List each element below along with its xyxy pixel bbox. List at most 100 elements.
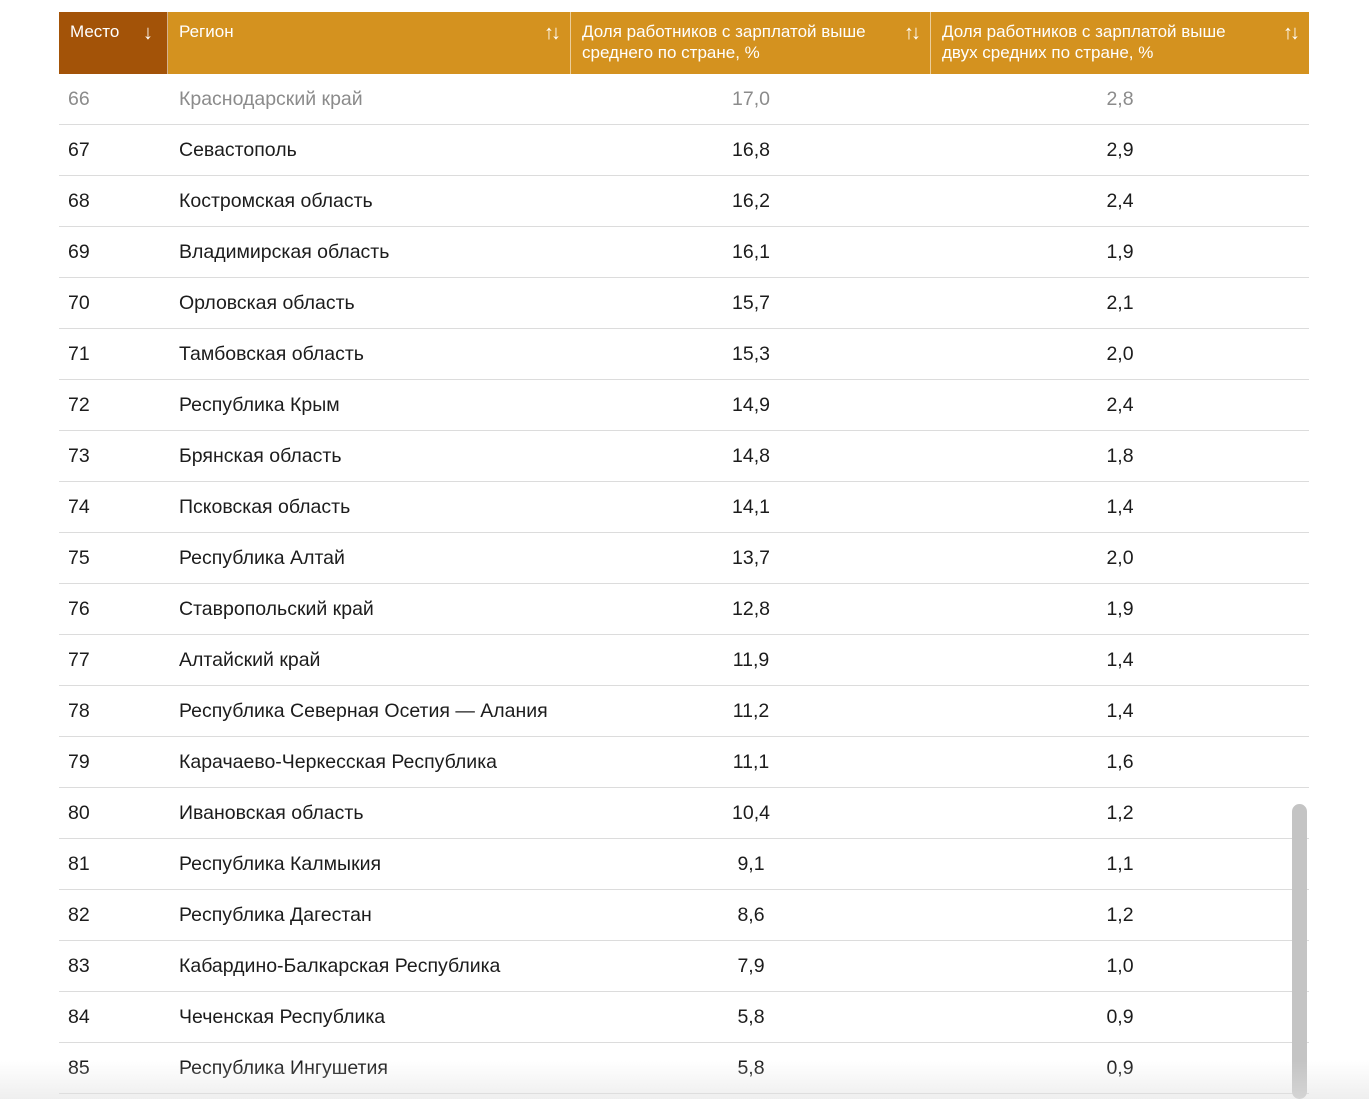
above-two-averages-cell: 1,4 — [1106, 496, 1134, 518]
column-header-above-average[interactable]: Доля работников с зарплатой выше среднег… — [571, 12, 931, 74]
above-two-averages-cell: 1,6 — [1106, 751, 1134, 773]
table-row: 79 Карачаево-Черкесская Республика 11,1 1,6 — [59, 737, 1309, 788]
column-header-label: Место — [70, 22, 120, 41]
sort-toggle-icon[interactable]: ↑↓ — [544, 22, 561, 44]
above-average-cell: 5,8 — [737, 1006, 765, 1028]
above-two-averages-cell: 1,8 — [1106, 445, 1134, 467]
rank-cell: 66 — [68, 88, 90, 110]
rank-cell: 80 — [68, 802, 90, 824]
vertical-scrollbar-thumb[interactable] — [1292, 804, 1307, 1099]
table-row: 71 Тамбовская область 15,3 2,0 — [59, 329, 1309, 380]
above-average-cell: 15,7 — [732, 292, 770, 314]
rank-cell: 74 — [68, 496, 90, 518]
region-cell: Республика Крым — [179, 394, 340, 416]
above-two-averages-cell: 2,8 — [1106, 88, 1134, 110]
table-row: 69 Владимирская область 16,1 1,9 — [59, 227, 1309, 278]
table-row: 67 Севастополь 16,8 2,9 — [59, 125, 1309, 176]
region-cell: Чеченская Республика — [179, 1006, 386, 1028]
table-row: 74 Псковская область 14,1 1,4 — [59, 482, 1309, 533]
above-average-cell: 12,8 — [732, 598, 770, 620]
table-row: 70 Орловская область 15,7 2,1 — [59, 278, 1309, 329]
ranking-table: Место ↓ Регион ↑↓ Доля работников с зарп… — [59, 12, 1309, 1094]
rank-cell: 70 — [68, 292, 90, 314]
above-two-averages-cell: 0,9 — [1106, 1057, 1134, 1079]
region-cell: Тамбовская область — [179, 343, 364, 365]
above-average-cell: 13,7 — [732, 547, 770, 569]
region-cell: Севастополь — [179, 139, 297, 161]
region-cell: Псковская область — [179, 496, 351, 518]
column-header-region[interactable]: Регион ↑↓ — [168, 12, 571, 74]
above-two-averages-cell: 2,0 — [1106, 343, 1134, 365]
region-cell: Орловская область — [179, 292, 355, 314]
table-row: 77 Алтайский край 11,9 1,4 — [59, 635, 1309, 686]
rank-cell: 85 — [68, 1057, 90, 1079]
region-cell: Краснодарский край — [179, 88, 363, 110]
table-row: 84 Чеченская Республика 5,8 0,9 — [59, 992, 1309, 1043]
rank-cell: 76 — [68, 598, 90, 620]
rank-cell: 79 — [68, 751, 90, 773]
above-average-cell: 14,9 — [732, 394, 770, 416]
table-row: 68 Костромская область 16,2 2,4 — [59, 176, 1309, 227]
rank-cell: 84 — [68, 1006, 90, 1028]
table-row: 75 Республика Алтай 13,7 2,0 — [59, 533, 1309, 584]
above-two-averages-cell: 1,2 — [1106, 802, 1134, 824]
column-header-rank[interactable]: Место ↓ — [59, 12, 168, 74]
rank-cell: 69 — [68, 241, 90, 263]
above-two-averages-cell: 2,4 — [1106, 394, 1134, 416]
above-average-cell: 11,2 — [732, 700, 770, 722]
rank-cell: 67 — [68, 139, 90, 161]
region-cell: Костромская область — [179, 190, 373, 212]
region-cell: Карачаево-Черкесская Республика — [179, 751, 497, 773]
above-average-cell: 17,0 — [732, 88, 770, 110]
region-cell: Республика Ингушетия — [179, 1057, 388, 1079]
rank-cell: 83 — [68, 955, 90, 977]
region-cell: Ивановская область — [179, 802, 364, 824]
sort-toggle-icon[interactable]: ↑↓ — [904, 22, 921, 44]
above-average-cell: 16,8 — [732, 139, 770, 161]
above-average-cell: 11,1 — [732, 751, 770, 773]
rank-cell: 72 — [68, 394, 90, 416]
above-two-averages-cell: 1,4 — [1106, 649, 1134, 671]
column-header-above-two-averages[interactable]: Доля работников с зарплатой выше двух ср… — [931, 12, 1309, 74]
rank-cell: 75 — [68, 547, 90, 569]
above-average-cell: 9,1 — [737, 853, 765, 875]
above-average-cell: 16,1 — [732, 241, 770, 263]
above-average-cell: 14,8 — [732, 445, 770, 467]
above-two-averages-cell: 2,4 — [1106, 190, 1134, 212]
region-cell: Владимирская область — [179, 241, 390, 263]
rank-cell: 78 — [68, 700, 90, 722]
rank-cell: 71 — [68, 343, 90, 365]
region-cell: Республика Северная Осетия — Алания — [179, 700, 548, 722]
above-average-cell: 14,1 — [732, 496, 770, 518]
above-average-cell: 16,2 — [732, 190, 770, 212]
above-two-averages-cell: 1,9 — [1106, 241, 1134, 263]
sort-toggle-icon[interactable]: ↑↓ — [1283, 22, 1300, 44]
sort-descending-icon[interactable]: ↓ — [143, 22, 153, 44]
region-cell: Ставропольский край — [179, 598, 374, 620]
above-two-averages-cell: 1,9 — [1106, 598, 1134, 620]
above-two-averages-cell: 2,1 — [1106, 292, 1134, 314]
rank-cell: 68 — [68, 190, 90, 212]
above-two-averages-cell: 1,2 — [1106, 904, 1134, 926]
above-two-averages-cell: 1,1 — [1106, 853, 1134, 875]
region-cell: Республика Алтай — [179, 547, 345, 569]
region-cell: Кабардино-Балкарская Республика — [179, 955, 501, 977]
column-header-label: Доля работников с зарплатой выше среднег… — [582, 22, 866, 62]
table-row: 83 Кабардино-Балкарская Республика 7,9 1,0 — [59, 941, 1309, 992]
table-row: 78 Республика Северная Осетия — Алания 11,… — [59, 686, 1309, 737]
region-cell: Республика Калмыкия — [179, 853, 382, 875]
above-average-cell: 7,9 — [737, 955, 765, 977]
table-row: 82 Республика Дагестан 8,6 1,2 — [59, 890, 1309, 941]
column-header-label: Регион — [179, 22, 234, 41]
table-row: 85 Республика Ингушетия 5,8 0,9 — [59, 1043, 1309, 1094]
table-header: Место ↓ Регион ↑↓ Доля работников с зарп… — [59, 12, 1309, 74]
above-two-averages-cell: 1,4 — [1106, 700, 1134, 722]
above-two-averages-cell: 1,0 — [1106, 955, 1134, 977]
above-average-cell: 8,6 — [737, 904, 765, 926]
rank-cell: 81 — [68, 853, 90, 875]
rank-cell: 73 — [68, 445, 90, 467]
above-average-cell: 10,4 — [732, 802, 770, 824]
table-row: 81 Республика Калмыкия 9,1 1,1 — [59, 839, 1309, 890]
above-two-averages-cell: 2,9 — [1106, 139, 1134, 161]
